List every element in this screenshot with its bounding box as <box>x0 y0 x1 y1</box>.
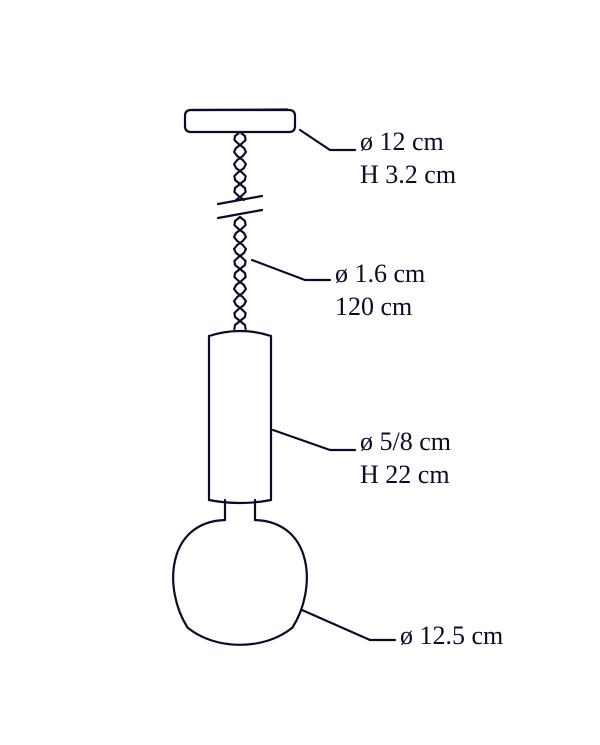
label-canopy-diameter: ø 12 cm <box>360 126 456 159</box>
label-holder-height: H 22 cm <box>360 459 451 492</box>
label-cord-diameter: ø 1.6 cm <box>335 258 425 291</box>
leader-bulb <box>302 610 395 640</box>
label-holder: ø 5/8 cm H 22 cm <box>360 426 451 491</box>
label-canopy: ø 12 cm H 3.2 cm <box>360 126 456 191</box>
leader-canopy <box>300 130 355 150</box>
label-bulb-diameter: ø 12.5 cm <box>400 620 503 653</box>
pendant-lamp-sketch <box>0 0 600 745</box>
label-cord: ø 1.6 cm 120 cm <box>335 258 425 323</box>
label-holder-diameter: ø 5/8 cm <box>360 426 451 459</box>
label-bulb: ø 12.5 cm <box>400 620 503 653</box>
leader-cord <box>252 260 330 280</box>
leader-holder <box>273 430 355 450</box>
label-cord-length: 120 cm <box>335 291 425 324</box>
label-canopy-height: H 3.2 cm <box>360 159 456 192</box>
sketch-canvas: ø 12 cm H 3.2 cm ø 1.6 cm 120 cm ø 5/8 c… <box>0 0 600 745</box>
